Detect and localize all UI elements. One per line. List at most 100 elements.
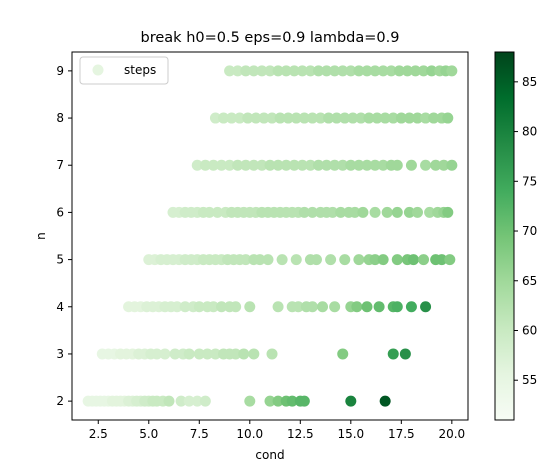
scatter-point: [272, 65, 284, 77]
scatter-point: [226, 112, 238, 124]
scatter-point: [420, 301, 432, 313]
scatter-point: [430, 159, 442, 171]
scatter-point: [264, 159, 276, 171]
scatter-point: [266, 112, 278, 124]
scatter-point: [381, 206, 393, 218]
scatter-point: [387, 348, 399, 360]
scatter-point: [232, 159, 244, 171]
scatter-point: [209, 112, 221, 124]
scatter-point: [321, 159, 333, 171]
scatter-point: [379, 112, 391, 124]
scatter-point: [385, 65, 397, 77]
colorbar: 55 60 65 70 75 80 85: [494, 51, 537, 421]
scatter-point: [232, 65, 244, 77]
scatter-point: [323, 112, 335, 124]
scatter-point: [411, 206, 423, 218]
scatter-point: [405, 159, 417, 171]
scatter-point: [304, 65, 316, 77]
x-tick-label: 20.0: [438, 427, 465, 441]
scatter-point: [345, 395, 357, 407]
scatter-point: [183, 348, 195, 360]
scatter-point: [288, 159, 300, 171]
scatter-point: [169, 348, 181, 360]
scatter-point: [264, 65, 276, 77]
scatter-point: [353, 254, 365, 266]
colorbar-tick-label: 75: [522, 174, 537, 188]
scatter-point: [256, 159, 268, 171]
scatter-point: [331, 112, 343, 124]
scatter-point: [201, 348, 213, 360]
scatter-point: [290, 112, 302, 124]
scatter-point: [420, 159, 432, 171]
scatter-point: [207, 159, 219, 171]
colorbar-tick-label: 85: [522, 75, 537, 89]
chart-title: break h0=0.5 eps=0.9 lambda=0.9: [141, 30, 400, 46]
scatter-point: [207, 301, 219, 313]
scatter-point: [264, 395, 276, 407]
scatter-point: [315, 112, 327, 124]
scatter-point: [242, 112, 254, 124]
scatter-point: [442, 112, 454, 124]
scatter-point: [327, 206, 339, 218]
scatter-point: [211, 206, 223, 218]
scatter-point: [240, 65, 252, 77]
scatter-point: [240, 159, 252, 171]
colorbar-ticks: 55 60 65 70 75 80 85: [514, 75, 537, 387]
scatter-point: [191, 159, 203, 171]
y-tick-label: 8: [56, 111, 64, 125]
colorbar-tick-label: 60: [522, 323, 537, 337]
scatter-point: [418, 65, 430, 77]
scatter-point: [288, 65, 300, 77]
scatter-point: [296, 65, 308, 77]
scatter-point: [369, 206, 381, 218]
scatter-point: [310, 254, 322, 266]
y-tick-label: 2: [56, 394, 64, 408]
scatter-points: [82, 65, 458, 407]
scatter-point: [317, 301, 329, 313]
scatter-point: [199, 159, 211, 171]
scatter-point: [254, 254, 266, 266]
scatter-point: [183, 395, 195, 407]
scatter-point: [224, 159, 236, 171]
x-axis-title: cond: [255, 448, 284, 462]
scatter-point: [371, 112, 383, 124]
scatter-point: [337, 348, 349, 360]
scatter-point: [199, 395, 211, 407]
scatter-point: [418, 254, 430, 266]
y-axis-title: n: [34, 232, 48, 240]
scatter-point: [446, 159, 458, 171]
scatter-point: [298, 395, 310, 407]
scatter-point: [339, 112, 351, 124]
scatter-point: [306, 206, 318, 218]
scatter-point: [355, 112, 367, 124]
scatter-point: [369, 159, 381, 171]
scatter-point: [250, 112, 262, 124]
y-tick-label: 6: [56, 205, 64, 219]
scatter-point: [436, 254, 448, 266]
scatter-point: [272, 159, 284, 171]
x-tick-label: 5.0: [139, 427, 158, 441]
scatter-point: [321, 65, 333, 77]
scatter-point: [377, 254, 389, 266]
scatter-point: [256, 65, 268, 77]
scatter-point: [357, 206, 369, 218]
scatter-point: [248, 159, 260, 171]
x-tick-label: 12.5: [287, 427, 314, 441]
scatter-point: [379, 395, 391, 407]
scatter-point: [306, 112, 318, 124]
x-axis: 2.5 5.0 7.5 10.0 12.5 15.0 17.5 20.0: [89, 420, 465, 441]
scatter-point: [266, 348, 278, 360]
scatter-point: [391, 254, 403, 266]
y-tick-label: 9: [56, 64, 64, 78]
scatter-point: [272, 395, 284, 407]
scatter-point: [193, 301, 205, 313]
y-tick-label: 5: [56, 253, 64, 267]
scatter-point: [151, 348, 163, 360]
scatter-point: [203, 206, 215, 218]
scatter-point: [393, 65, 405, 77]
scatter-point: [234, 112, 246, 124]
scatter-point: [298, 112, 310, 124]
plot-frame: [71, 51, 469, 421]
scatter-point: [363, 112, 375, 124]
scatter-point: [428, 112, 440, 124]
